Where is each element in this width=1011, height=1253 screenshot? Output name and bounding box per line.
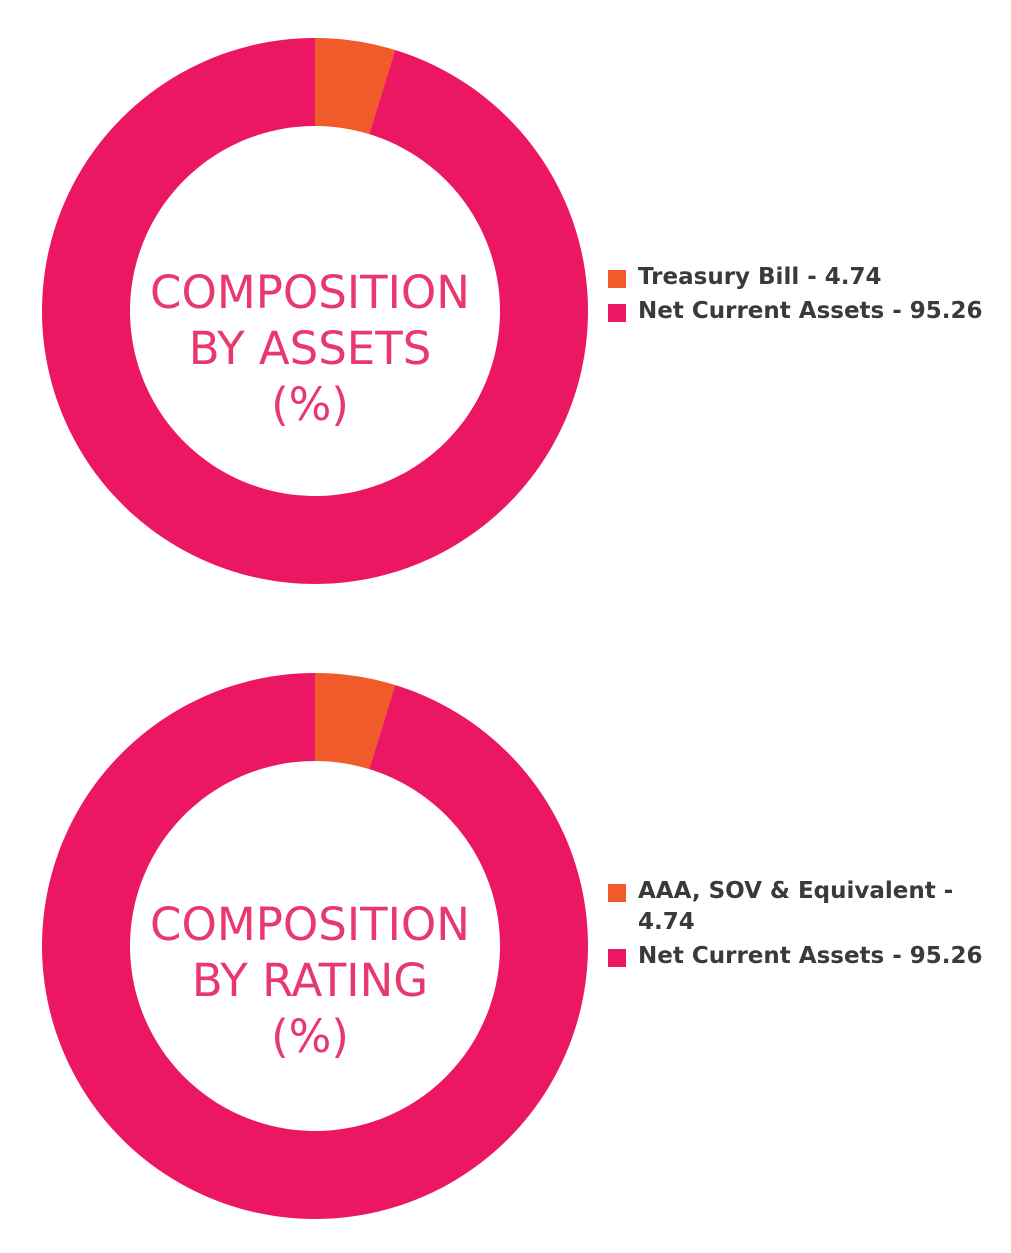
- donut-slice-net-current-assets: [41, 38, 589, 585]
- legend-label: Treasury Bill - 4.74: [638, 264, 882, 290]
- assets-chart-title: COMPOSITION BY ASSETS (%): [120, 265, 500, 433]
- legend-label: Net Current Assets - 95.26: [638, 943, 983, 969]
- legend-item-net-current-assets: Net Current Assets - 95.26: [608, 296, 988, 327]
- rating-title-line-3: (%): [271, 1010, 349, 1063]
- composition-by-rating-chart: COMPOSITION BY RATING (%) AAA, SOV & Equ…: [0, 635, 1011, 1235]
- donut-slice-aaa-sov-equivalent: [315, 673, 396, 770]
- rating-title-line-1: COMPOSITION: [150, 898, 470, 951]
- assets-donut: [41, 38, 589, 585]
- assets-title-line-3: (%): [271, 378, 349, 431]
- legend-label: AAA, SOV & Equivalent - 4.74: [638, 878, 954, 935]
- donut-slice-net-current-assets: [41, 673, 589, 1219]
- legend-swatch: [608, 270, 626, 288]
- legend-swatch: [608, 949, 626, 967]
- legend-swatch: [608, 304, 626, 322]
- rating-donut: [41, 673, 589, 1219]
- legend-item-net-current-assets: Net Current Assets - 95.26: [608, 941, 988, 972]
- assets-title-line-2: BY ASSETS: [188, 322, 432, 375]
- legend-swatch: [608, 884, 626, 902]
- rating-chart-title: COMPOSITION BY RATING (%): [120, 897, 500, 1065]
- assets-legend: Treasury Bill - 4.74 Net Current Assets …: [608, 262, 988, 330]
- rating-legend: AAA, SOV & Equivalent - 4.74 Net Current…: [608, 876, 988, 975]
- donut-slice-treasury-bill: [315, 38, 396, 135]
- assets-title-line-1: COMPOSITION: [150, 266, 470, 319]
- legend-item-aaa-sov-equivalent: AAA, SOV & Equivalent - 4.74: [608, 876, 988, 938]
- legend-label: Net Current Assets - 95.26: [638, 298, 983, 324]
- composition-by-assets-chart: COMPOSITION BY ASSETS (%) Treasury Bill …: [0, 0, 1011, 600]
- rating-title-line-2: BY RATING: [191, 954, 429, 1007]
- legend-item-treasury-bill: Treasury Bill - 4.74: [608, 262, 988, 293]
